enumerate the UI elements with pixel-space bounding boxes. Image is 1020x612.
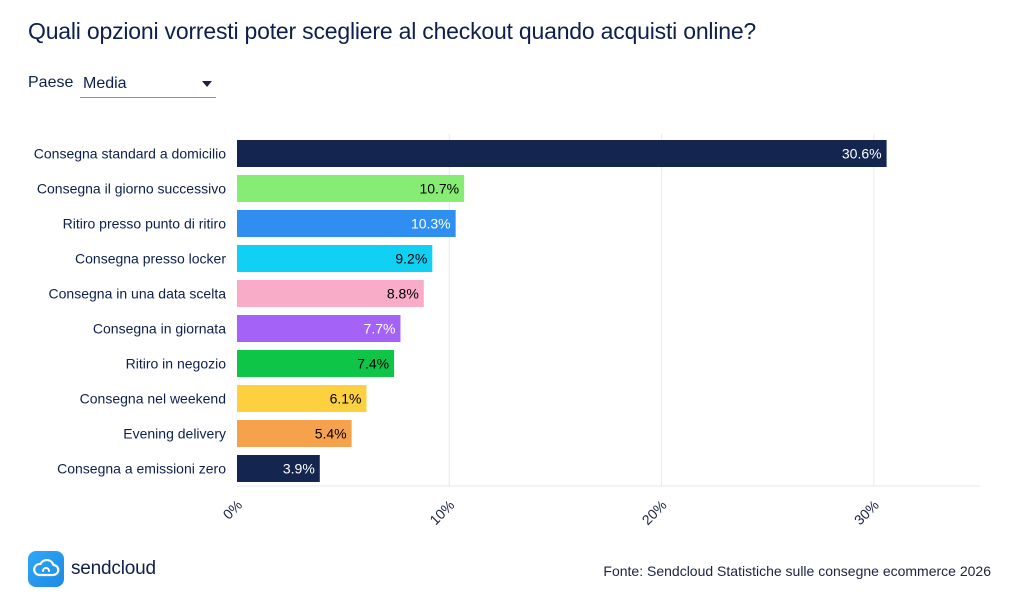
data-label: 6.1% [330, 391, 362, 407]
filter-label: Paese [28, 74, 74, 91]
bar-chart: Consegna standard a domicilio 30.6% Conseg… [34, 134, 980, 528]
country-select[interactable]: Media [80, 72, 216, 98]
data-label: 3.9% [283, 461, 315, 477]
category-label: Consegna in giornata [93, 321, 226, 337]
chevron-down-icon [202, 81, 212, 87]
bar [237, 175, 465, 202]
category-label: Consegna nel weekend [80, 391, 226, 407]
x-tick-label: 10% [426, 497, 457, 528]
bar [237, 245, 433, 272]
data-label: 7.4% [357, 356, 389, 372]
data-label: 10.3% [411, 216, 451, 232]
country-select-value: Media [83, 75, 127, 92]
x-tick-label: 20% [639, 497, 670, 528]
category-label: Ritiro in negozio [126, 356, 227, 372]
bar [237, 455, 320, 482]
data-label: 30.6% [842, 146, 882, 162]
bar [237, 420, 352, 447]
category-label: Consegna in una data scelta [49, 286, 227, 302]
category-label: Consegna standard a domicilio [34, 146, 226, 162]
x-tick-label: 30% [851, 497, 882, 528]
category-label: Ritiro presso punto di ritiro [63, 216, 227, 232]
bar [237, 210, 456, 237]
sendcloud-logo: sendcloud [28, 551, 156, 587]
data-label: 9.2% [395, 251, 427, 267]
data-label: 8.8% [387, 286, 419, 302]
category-label: Evening delivery [123, 426, 226, 442]
category-label: Consegna a emissioni zero [57, 461, 226, 477]
bar [237, 350, 395, 377]
chart-title: Quali opzioni vorresti poter scegliere a… [28, 18, 757, 44]
data-label: 5.4% [315, 426, 347, 442]
data-label: 10.7% [419, 181, 459, 197]
category-label: Consegna il giorno successivo [37, 181, 226, 197]
cloud-icon [28, 551, 64, 587]
bar [237, 315, 401, 342]
data-label: 7.7% [364, 321, 396, 337]
source-note: Fonte: Sendcloud Statistiche sulle conse… [603, 563, 991, 579]
bar [237, 280, 424, 307]
category-label: Consegna presso locker [75, 251, 226, 267]
logo-text: sendcloud [71, 558, 156, 579]
bar [237, 140, 887, 167]
bar [237, 385, 367, 412]
x-tick-label: 0% [219, 497, 245, 523]
